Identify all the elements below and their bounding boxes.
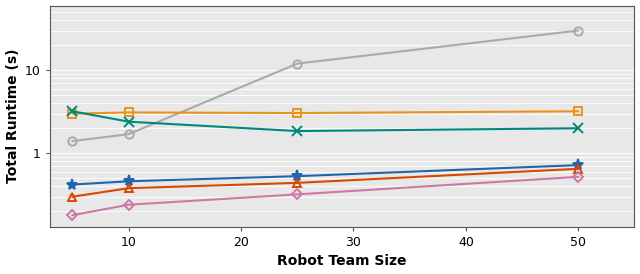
Y-axis label: Total Runtime (s): Total Runtime (s) bbox=[6, 49, 20, 184]
X-axis label: Robot Team Size: Robot Team Size bbox=[278, 255, 407, 269]
